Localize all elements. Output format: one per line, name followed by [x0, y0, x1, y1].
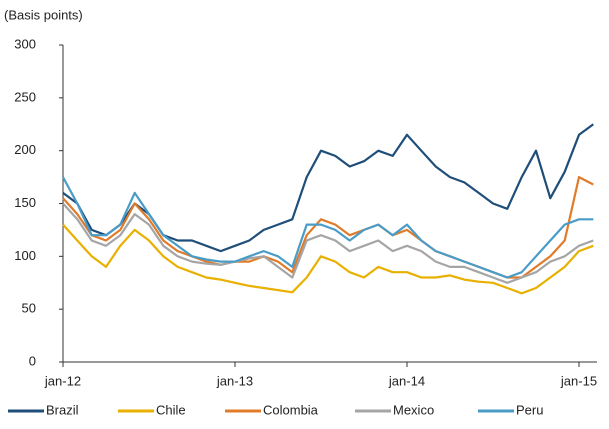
- y-tick-label: 50: [22, 301, 36, 316]
- y-tick-label: 200: [14, 142, 36, 157]
- legend-label: Chile: [156, 402, 186, 417]
- series-line: [62, 202, 594, 284]
- x-tick-label: jan-13: [216, 373, 253, 388]
- y-tick-label: 100: [14, 248, 36, 263]
- y-tick-label: 150: [14, 195, 36, 210]
- x-tick-label: jan-12: [44, 373, 81, 388]
- series-line: [62, 123, 594, 253]
- legend-label: Mexico: [393, 402, 434, 417]
- legend-label: Brazil: [46, 402, 79, 417]
- y-tick-label: 300: [14, 36, 36, 51]
- x-tick-label: jan-15: [560, 373, 597, 388]
- series-line: [62, 223, 594, 295]
- series-line: [62, 176, 594, 279]
- legend-label: Colombia: [263, 402, 319, 417]
- y-axis-label: (Basis points): [4, 7, 83, 22]
- x-tick-label: jan-14: [388, 373, 425, 388]
- y-tick-label: 250: [14, 89, 36, 104]
- y-tick-label: 0: [29, 353, 36, 368]
- legend-label: Peru: [516, 402, 543, 417]
